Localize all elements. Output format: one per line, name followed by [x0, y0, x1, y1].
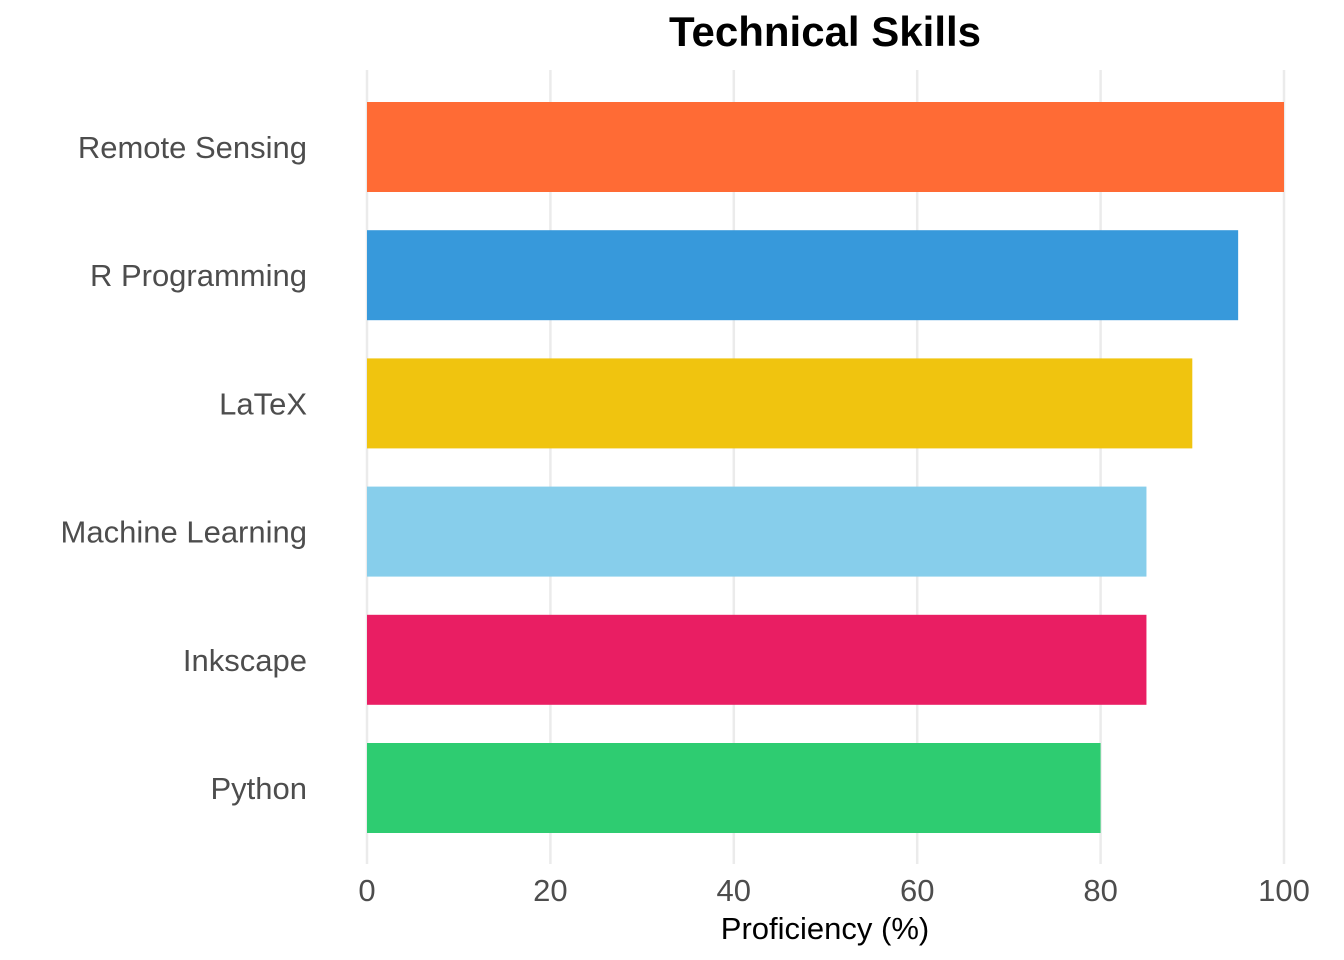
bar-python — [367, 743, 1101, 833]
category-label-latex: LaTeX — [219, 386, 307, 421]
bar-inkscape — [367, 614, 1147, 705]
bar-r-programming — [367, 230, 1239, 321]
x-tick-label: 20 — [533, 873, 567, 908]
bar-remote-sensing — [367, 102, 1284, 192]
category-label-r-programming: R Programming — [90, 258, 307, 293]
bar-latex — [367, 358, 1193, 449]
x-tick-label: 100 — [1258, 873, 1310, 908]
chart-title: Technical Skills — [669, 8, 981, 55]
category-labels: Remote Sensing R Programming LaTeX Machine … — [61, 130, 308, 806]
x-tick-label: 80 — [1083, 873, 1117, 908]
x-axis-title: Proficiency (%) — [721, 911, 929, 946]
x-tick-labels: 0 20 40 60 80 100 — [358, 873, 1309, 908]
category-label-remote-sensing: Remote Sensing — [78, 130, 307, 165]
x-tick-label: 40 — [717, 873, 751, 908]
category-label-machine-learning: Machine Learning — [61, 515, 307, 550]
bar-machine-learning — [367, 486, 1147, 577]
category-label-python: Python — [210, 771, 307, 806]
category-label-inkscape: Inkscape — [183, 643, 307, 678]
grid-lines — [365, 70, 1286, 864]
x-tick-label: 60 — [900, 873, 934, 908]
bars — [367, 102, 1284, 833]
x-tick-label: 0 — [358, 873, 375, 908]
